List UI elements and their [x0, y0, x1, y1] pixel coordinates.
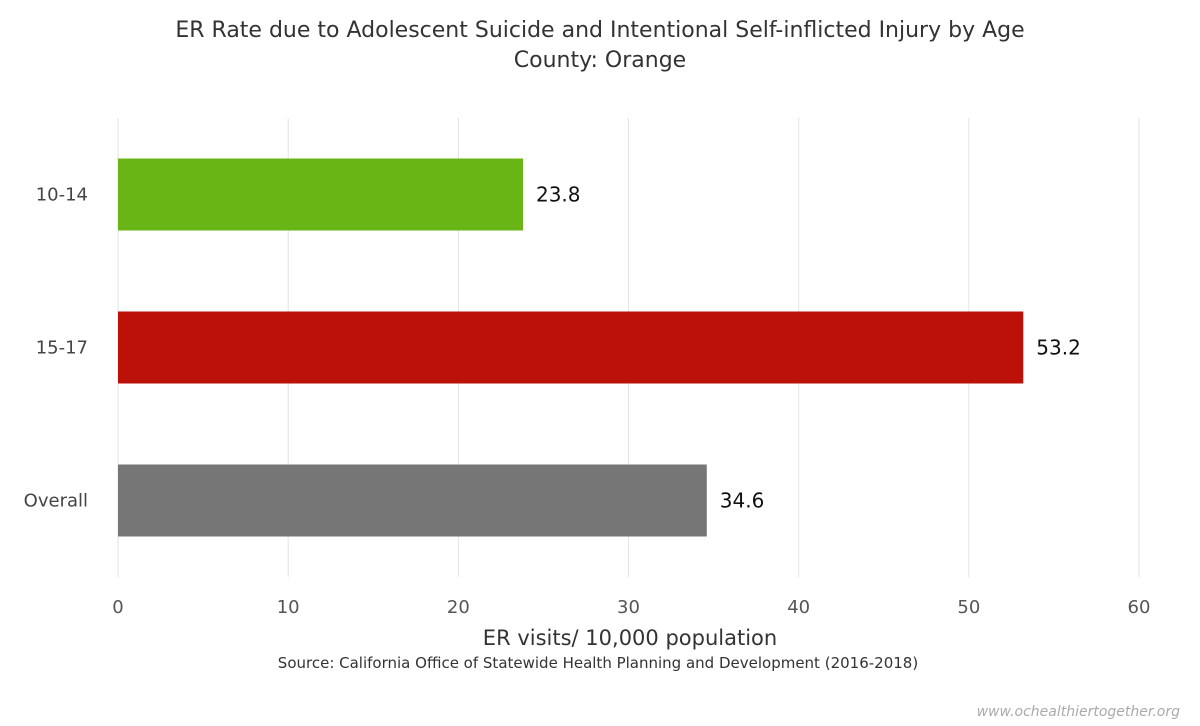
- x-axis-label: ER visits/ 10,000 population: [483, 626, 777, 650]
- bar-Overall: [118, 464, 707, 537]
- x-tick-label: 40: [787, 597, 810, 618]
- x-axis-ticks: 0 10 20 30 40 50 60: [112, 597, 1150, 618]
- bars: [118, 158, 1024, 537]
- source-note: Source: California Office of Statewide H…: [278, 654, 918, 672]
- category-label: 10-14: [36, 185, 88, 206]
- x-tick-label: 30: [617, 597, 640, 618]
- x-tick-label: 60: [1128, 597, 1151, 618]
- data-label: 34.6: [720, 489, 765, 513]
- x-tick-label: 20: [447, 597, 470, 618]
- data-labels: 23.8 53.2 34.6: [536, 183, 1081, 513]
- data-label: 23.8: [536, 183, 581, 207]
- category-labels: 10-14 15-17 Overall: [24, 185, 88, 512]
- bar-10-14: [118, 158, 523, 231]
- bar-15-17: [118, 311, 1024, 384]
- category-label: Overall: [24, 491, 88, 512]
- chart-title: ER Rate due to Adolescent Suicide and In…: [175, 18, 1024, 43]
- watermark: www.ochealthiertogether.org: [977, 704, 1181, 720]
- x-tick-label: 50: [957, 597, 980, 618]
- x-tick-label: 10: [277, 597, 300, 618]
- x-tick-label: 0: [112, 597, 123, 618]
- data-label: 53.2: [1036, 336, 1081, 360]
- chart-subtitle: County: Orange: [514, 48, 686, 73]
- category-label: 15-17: [36, 338, 88, 359]
